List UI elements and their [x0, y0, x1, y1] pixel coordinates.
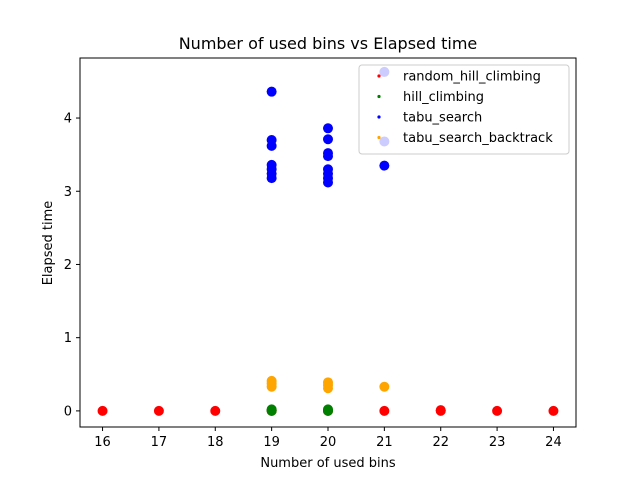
y-axis-title: Elapsed time: [41, 201, 56, 286]
data-point: [97, 405, 108, 416]
data-point: [210, 405, 221, 416]
x-tick-label: 21: [376, 435, 393, 450]
x-tick-label: 18: [207, 435, 224, 450]
data-point: [379, 405, 390, 416]
data-point: [379, 160, 390, 171]
x-axis-ticks: 16 17 18 19 20 21 22 23 24: [94, 427, 562, 450]
data-point: [266, 381, 277, 392]
data-point: [266, 86, 277, 97]
legend-marker: [377, 115, 381, 119]
data-point: [153, 405, 164, 416]
data-point: [323, 177, 333, 188]
data-point: [323, 134, 333, 145]
data-point: [379, 381, 390, 392]
y-axis-ticks: 0 1 2 3 4: [64, 112, 80, 419]
legend-label: random_hill_climbing: [403, 70, 541, 85]
legend-marker: [377, 94, 381, 99]
legend-box: [358, 64, 570, 155]
legend-label: tabu_search: [403, 111, 482, 126]
data-point: [548, 405, 559, 416]
y-tick-label: 1: [64, 331, 72, 346]
x-axis-title: Number of used bins: [260, 456, 396, 471]
data-point: [435, 405, 446, 416]
data-point: [323, 123, 333, 134]
legend-label: hill_climbing: [403, 90, 484, 105]
chart-title: Number of used bins vs Elapsed time: [179, 34, 478, 53]
data-point: [266, 173, 277, 184]
x-tick-label: 22: [432, 435, 449, 450]
x-tick-label: 24: [545, 435, 562, 450]
x-tick-label: 17: [151, 435, 168, 450]
data-point: [266, 404, 277, 415]
data-point: [492, 405, 503, 416]
legend-label: tabu_search_backtrack: [403, 131, 553, 146]
data-points: [97, 66, 559, 416]
data-point: [323, 151, 333, 162]
x-tick-label: 23: [489, 435, 506, 450]
y-tick-label: 3: [64, 185, 72, 200]
data-point: [266, 140, 277, 151]
x-tick-label: 16: [94, 435, 111, 450]
legend-marker: [377, 135, 381, 140]
x-tick-label: 19: [263, 435, 280, 450]
legend: random_hill_climbing hill_climbing tabu_se…: [358, 64, 570, 155]
y-tick-label: 4: [64, 112, 72, 127]
y-tick-label: 0: [64, 404, 72, 419]
data-point: [323, 404, 333, 415]
y-tick-label: 2: [64, 258, 72, 273]
legend-marker: [377, 74, 381, 78]
x-tick-label: 20: [320, 435, 337, 450]
data-point: [323, 383, 333, 394]
